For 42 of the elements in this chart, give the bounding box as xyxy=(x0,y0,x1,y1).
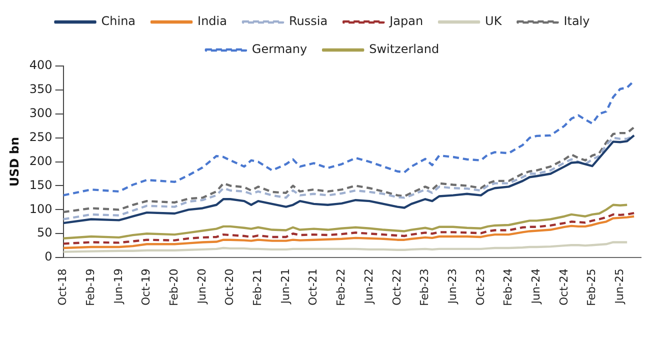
x-tick-label: Jun-19 xyxy=(112,268,125,305)
x-tick-label: Oct-24 xyxy=(557,268,570,306)
y-tick-label: 300 xyxy=(29,106,52,120)
legend-label: India xyxy=(198,14,227,28)
x-tick-label: Jun-20 xyxy=(195,268,208,305)
x-tick-label: Jun-21 xyxy=(278,268,292,305)
legend-label: Italy xyxy=(564,14,590,28)
legend-label: UK xyxy=(485,14,503,28)
x-tick-label: Jun-24 xyxy=(529,268,542,305)
y-tick-label: 400 xyxy=(29,58,52,72)
y-axis-title: USD bn xyxy=(7,136,22,187)
x-tick-label: Feb-22 xyxy=(334,268,348,306)
x-tick-label: Feb-19 xyxy=(84,268,98,306)
y-tick-label: 250 xyxy=(29,130,52,144)
x-tick-label: Feb-23 xyxy=(418,268,432,306)
x-tick-label: Jun-23 xyxy=(446,268,459,305)
x-tick-label: Oct-23 xyxy=(474,268,487,306)
y-tick-label: 150 xyxy=(29,178,52,192)
legend-label: Russia xyxy=(288,14,328,28)
y-tick-label: 50 xyxy=(37,226,52,240)
x-tick-label: Oct-22 xyxy=(390,268,404,306)
legend-label: Switzerland xyxy=(369,42,440,56)
x-tick-label: Oct-19 xyxy=(140,268,153,306)
x-tick-label: Feb-25 xyxy=(585,268,598,306)
x-tick-label: Oct-18 xyxy=(56,268,70,306)
x-tick-label: Feb-24 xyxy=(502,268,515,306)
y-tick-label: 200 xyxy=(29,154,52,168)
y-tick-label: 350 xyxy=(29,82,52,96)
line-series xyxy=(63,126,636,214)
x-tick-label: Oct-20 xyxy=(223,268,236,306)
x-tick-label: Feb-20 xyxy=(168,268,181,306)
line-series xyxy=(63,80,636,196)
y-tick-label: 0 xyxy=(44,250,52,264)
x-tick-label: Oct-21 xyxy=(306,268,320,306)
legend-label: China xyxy=(101,14,136,28)
x-tick-label: Jun-22 xyxy=(362,268,376,305)
line-series xyxy=(63,212,636,245)
y-tick-label: 100 xyxy=(29,202,52,216)
legend-label: Japan xyxy=(388,14,424,28)
legend-label: Germany xyxy=(252,42,308,56)
x-tick-label: Jun-25 xyxy=(612,268,626,305)
x-tick-label: Feb-21 xyxy=(251,268,264,306)
